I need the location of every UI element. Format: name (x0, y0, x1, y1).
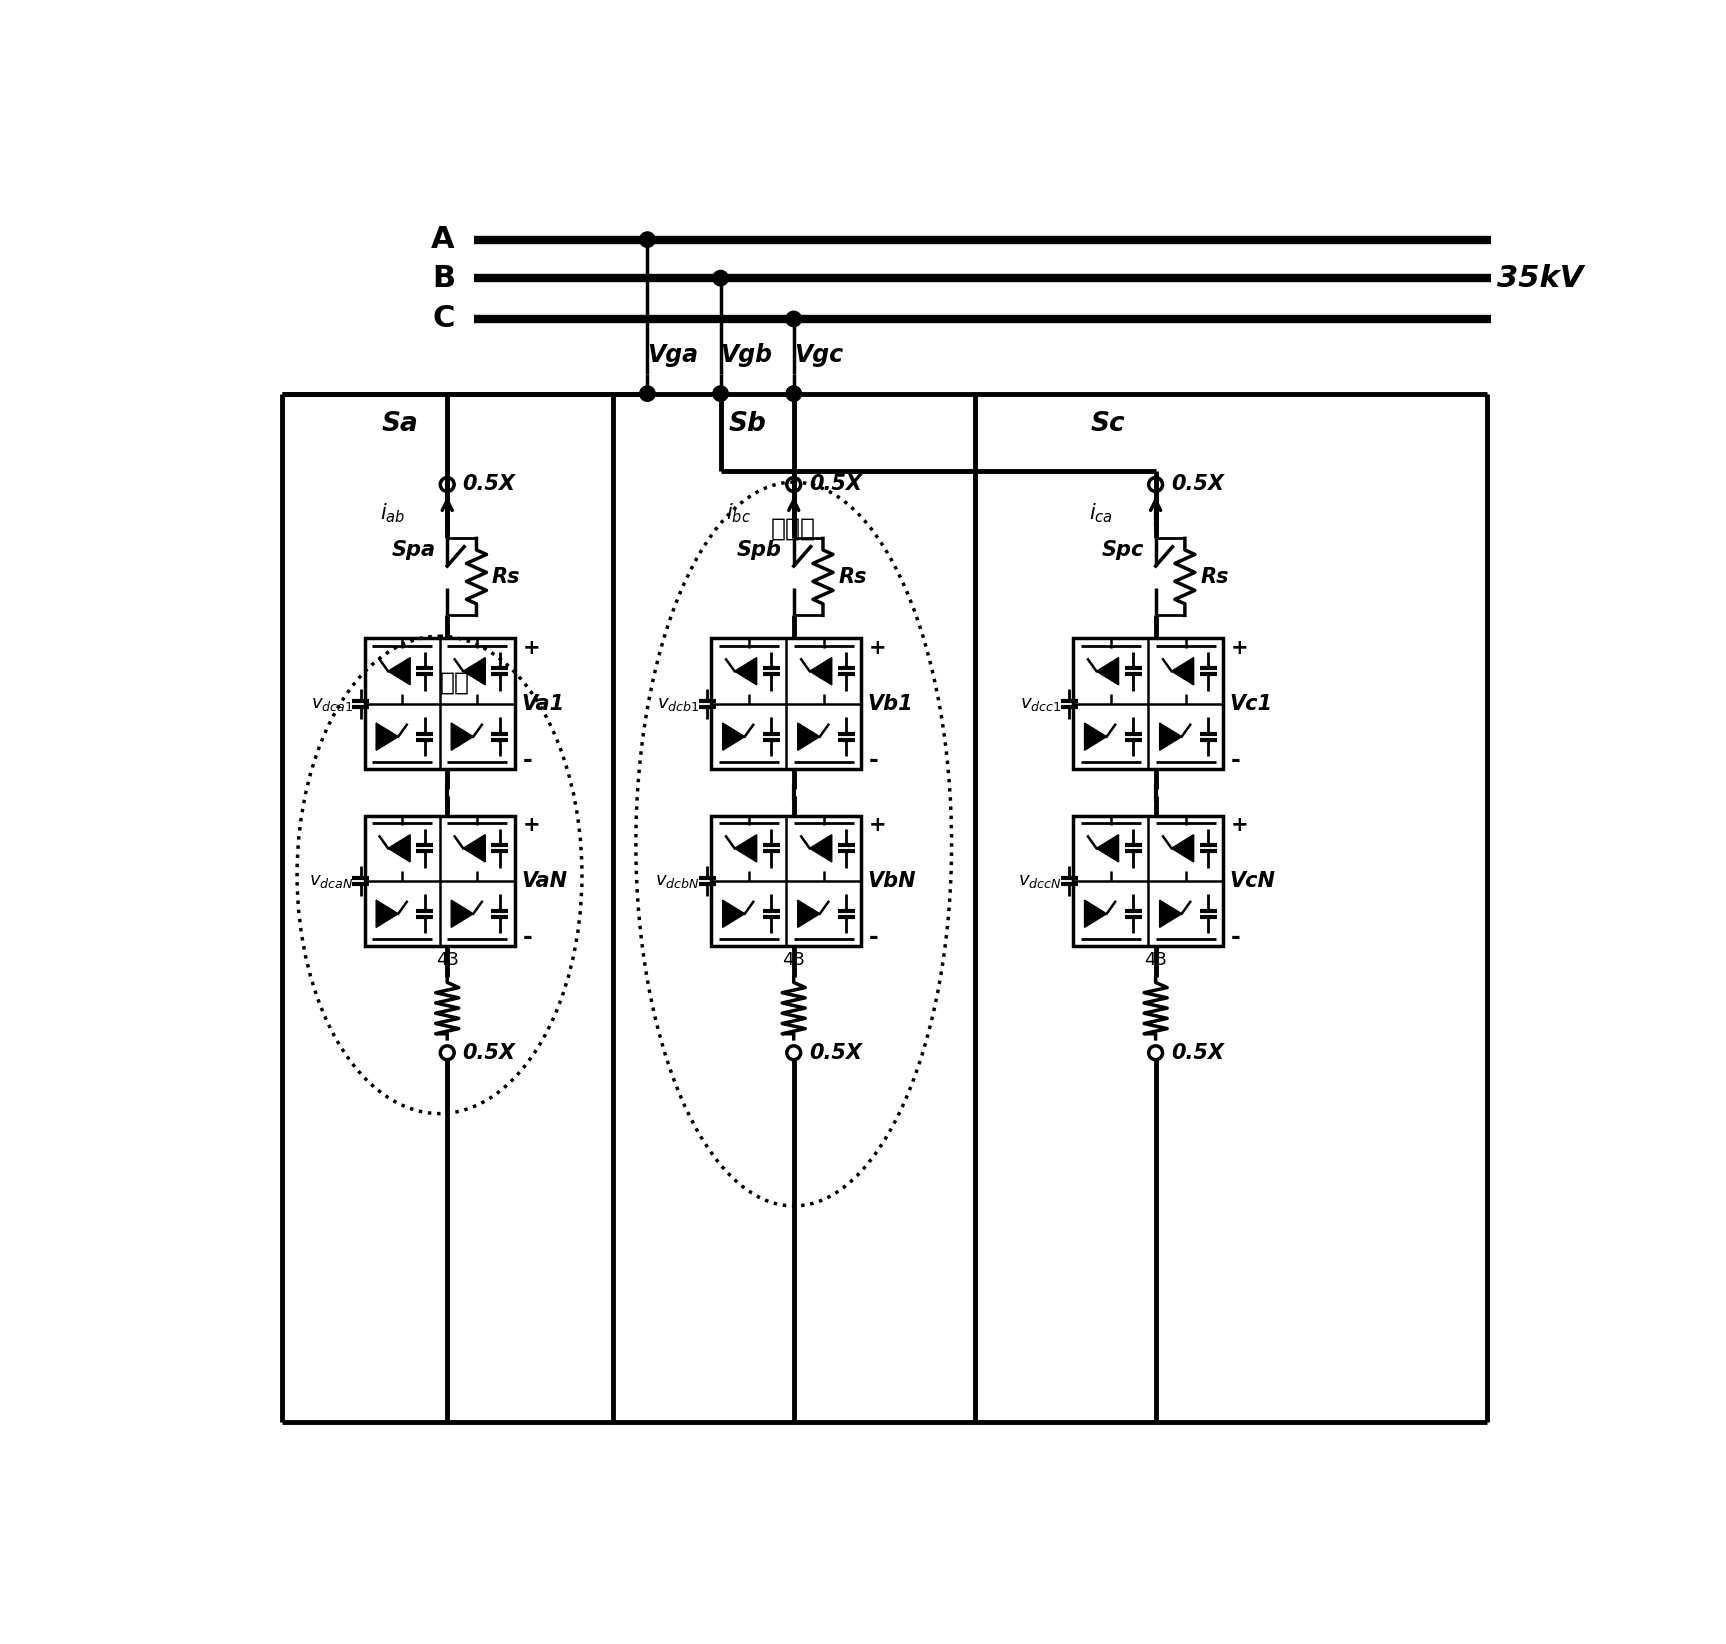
Text: 0.5X: 0.5X (1170, 1042, 1224, 1062)
Bar (711, 638, 861, 769)
Text: 0.5X: 0.5X (463, 1042, 516, 1062)
Text: 43: 43 (435, 952, 459, 970)
Text: -: - (523, 748, 532, 773)
Text: $v_{dca1}$: $v_{dca1}$ (311, 695, 354, 713)
Text: $v_{dccN}$: $v_{dccN}$ (1018, 871, 1061, 889)
Polygon shape (797, 723, 820, 750)
Text: +: + (1231, 638, 1248, 658)
Polygon shape (1096, 658, 1118, 686)
Polygon shape (797, 901, 820, 927)
Text: Sa: Sa (381, 411, 418, 437)
Text: Vgc: Vgc (794, 342, 842, 367)
Text: -: - (868, 748, 879, 773)
Text: -: - (523, 926, 532, 949)
Text: Vc1: Vc1 (1229, 694, 1272, 713)
Text: Rs: Rs (1200, 567, 1229, 587)
Text: VbN: VbN (868, 871, 917, 891)
Circle shape (640, 386, 656, 401)
Text: Rs: Rs (492, 567, 520, 587)
Text: +: + (868, 638, 887, 658)
Text: +: + (868, 815, 887, 835)
Polygon shape (1160, 723, 1182, 750)
Polygon shape (450, 901, 473, 927)
Text: 0.5X: 0.5X (809, 475, 861, 495)
Text: Spc: Spc (1101, 539, 1144, 561)
Polygon shape (1084, 901, 1106, 927)
Text: $v_{dcbN}$: $v_{dcbN}$ (654, 871, 699, 889)
Text: Va1: Va1 (521, 694, 564, 713)
Text: Rs: Rs (839, 567, 866, 587)
Text: $v_{dcc1}$: $v_{dcc1}$ (1020, 695, 1061, 713)
Text: Vgb: Vgb (720, 342, 773, 367)
Polygon shape (1160, 901, 1182, 927)
Text: 0.5X: 0.5X (463, 475, 516, 495)
Bar (1074, 815, 1224, 947)
Text: 43: 43 (1144, 952, 1167, 970)
Bar (364, 815, 514, 947)
Polygon shape (723, 723, 744, 750)
Polygon shape (450, 723, 473, 750)
Text: VaN: VaN (521, 871, 568, 891)
Text: Sc: Sc (1091, 411, 1125, 437)
Circle shape (640, 232, 656, 247)
Text: Sb: Sb (728, 411, 766, 437)
Text: -: - (868, 926, 879, 949)
Text: Spb: Spb (737, 539, 782, 561)
Polygon shape (388, 835, 411, 861)
Text: Vb1: Vb1 (868, 694, 913, 713)
Text: +: + (1231, 815, 1248, 835)
Polygon shape (376, 723, 399, 750)
Bar (1074, 638, 1224, 769)
Text: 43: 43 (782, 952, 806, 970)
Polygon shape (809, 658, 832, 686)
Polygon shape (1172, 658, 1194, 686)
Text: +: + (523, 815, 540, 835)
Text: C: C (433, 304, 456, 334)
Polygon shape (1172, 835, 1194, 861)
Polygon shape (723, 901, 744, 927)
Polygon shape (463, 835, 485, 861)
Polygon shape (809, 835, 832, 861)
Circle shape (713, 270, 728, 286)
Text: 0.5X: 0.5X (1170, 475, 1224, 495)
Text: $i_{ab}$: $i_{ab}$ (380, 501, 406, 524)
Text: -: - (1231, 926, 1241, 949)
Text: $i_{bc}$: $i_{bc}$ (727, 501, 751, 524)
Polygon shape (388, 658, 411, 686)
Polygon shape (376, 901, 399, 927)
Text: 0.5X: 0.5X (809, 1042, 861, 1062)
Text: VcN: VcN (1229, 871, 1276, 891)
Text: $v_{dcaN}$: $v_{dcaN}$ (309, 871, 354, 889)
Circle shape (785, 386, 801, 401)
Polygon shape (1084, 723, 1106, 750)
Text: 鑃节: 鑃节 (440, 671, 469, 694)
Circle shape (785, 311, 801, 327)
Text: A: A (432, 225, 456, 255)
Text: 换流鑃: 换流鑃 (772, 516, 816, 541)
Text: Vga: Vga (647, 342, 699, 367)
Text: $v_{dcb1}$: $v_{dcb1}$ (658, 695, 699, 713)
Bar (364, 638, 514, 769)
Polygon shape (1096, 835, 1118, 861)
Bar (711, 815, 861, 947)
Text: Spa: Spa (392, 539, 435, 561)
Polygon shape (735, 658, 756, 686)
Text: -: - (1231, 748, 1241, 773)
Text: B: B (432, 263, 456, 293)
Text: 35kV: 35kV (1496, 263, 1583, 293)
Circle shape (713, 386, 728, 401)
Text: +: + (523, 638, 540, 658)
Text: $i_{ca}$: $i_{ca}$ (1089, 501, 1113, 524)
Polygon shape (463, 658, 485, 686)
Polygon shape (735, 835, 756, 861)
